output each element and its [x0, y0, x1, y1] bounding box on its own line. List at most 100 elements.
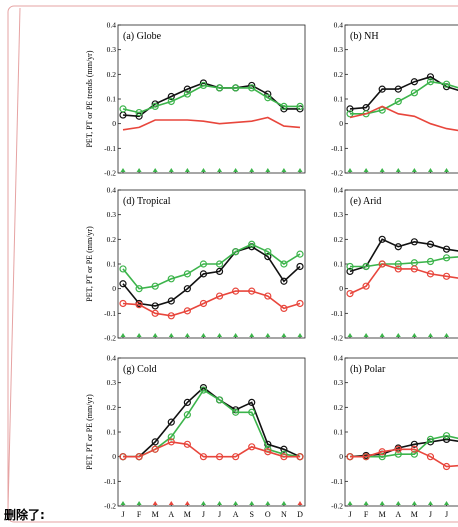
significance-marker: [427, 168, 433, 172]
series-point: [378, 453, 386, 461]
significance-marker: [363, 501, 369, 505]
series-point: [264, 448, 272, 456]
series-point: [378, 448, 386, 456]
significance-marker: [136, 168, 142, 172]
y-tick-label: 0.4: [334, 186, 344, 195]
series-line: [122, 82, 300, 118]
series-point: [167, 312, 175, 320]
series-point: [394, 445, 402, 453]
series-point: [167, 438, 175, 446]
series-point: [264, 292, 272, 300]
significance-marker: [184, 501, 190, 505]
series-point: [248, 287, 256, 295]
series-point: [410, 89, 418, 97]
significance-marker: [233, 168, 239, 172]
series-point: [410, 78, 418, 86]
y-tick-label: 0.1: [107, 428, 117, 437]
x-tick-label: F: [137, 510, 142, 519]
significance-marker: [168, 168, 174, 172]
y-axis-label: PET, PT or PE (mm/yr): [85, 394, 94, 470]
y-tick-label: 0.1: [334, 428, 344, 437]
y-tick-label: -0.2: [104, 169, 116, 178]
series-point: [394, 265, 402, 273]
series-point: [394, 243, 402, 251]
panel-title: (g) Cold: [123, 364, 157, 375]
series-point: [119, 453, 127, 461]
significance-marker: [217, 168, 223, 172]
series-point: [183, 307, 191, 315]
significance-marker: [427, 501, 433, 505]
series-point: [151, 438, 159, 446]
series-line: [123, 441, 300, 458]
significance-marker: [120, 333, 126, 337]
significance-marker: [347, 333, 353, 337]
y-tick-label: 0.2: [334, 70, 344, 79]
series-point: [442, 254, 451, 262]
series-point: [167, 433, 175, 441]
series-point: [232, 84, 240, 92]
x-tick-label: J: [429, 510, 432, 519]
series-point: [248, 240, 256, 248]
y-tick-label: -0.2: [331, 169, 343, 178]
y-tick-label: 0.3: [107, 45, 117, 54]
y-tick-label: 0.4: [334, 354, 344, 363]
y-tick-label: -0.1: [331, 477, 343, 486]
series-point: [119, 105, 127, 113]
series-point: [296, 250, 304, 258]
significance-marker: [347, 168, 353, 172]
series-point: [394, 85, 402, 93]
significance-marker: [297, 168, 303, 172]
significance-marker: [217, 501, 223, 505]
significance-marker: [249, 333, 255, 337]
series-point: [215, 453, 224, 461]
series-point: [378, 260, 386, 268]
x-tick-label: M: [184, 510, 191, 519]
series-point: [426, 435, 435, 443]
significance-marker: [281, 333, 287, 337]
series-point: [119, 265, 127, 273]
series-point: [426, 78, 435, 86]
significance-marker: [444, 501, 450, 505]
significance-marker: [444, 333, 450, 337]
series-point: [426, 257, 435, 266]
series-point: [248, 84, 256, 92]
series-point: [183, 285, 191, 293]
series-line: [122, 290, 301, 317]
series-point: [151, 282, 159, 290]
significance-marker: [265, 168, 271, 172]
x-tick-label: M: [379, 510, 386, 519]
series-point: [167, 297, 175, 305]
series-point: [296, 453, 304, 461]
y-tick-label: -0.1: [331, 144, 343, 153]
series-point: [151, 102, 159, 111]
series-point: [215, 292, 224, 300]
plot-frame: [117, 24, 306, 174]
series-point: [442, 432, 451, 440]
series-line: [349, 75, 458, 110]
series-point: [280, 102, 288, 111]
series-point: [410, 450, 418, 458]
series-point: [410, 440, 418, 448]
y-tick-label: 0: [112, 119, 116, 128]
x-tick-label: J: [218, 510, 221, 519]
significance-marker: [184, 333, 190, 337]
y-axis-label: PET, PT or PE trends (mm/yr): [85, 50, 94, 147]
series-point: [183, 440, 191, 448]
significance-marker: [363, 168, 369, 172]
x-tick-label: D: [297, 510, 303, 519]
significance-marker: [379, 501, 385, 505]
series-point: [296, 299, 304, 308]
y-tick-label: 0.1: [107, 95, 117, 104]
y-tick-label: 0.3: [107, 210, 117, 219]
series-point: [410, 238, 418, 246]
y-tick-label: -0.2: [331, 334, 343, 343]
series-point: [215, 260, 224, 268]
y-tick-label: 0.2: [107, 403, 117, 412]
y-tick-label: 0.4: [107, 354, 117, 363]
y-tick-label: 0: [339, 452, 343, 461]
x-tick-label: J: [121, 510, 124, 519]
y-tick-label: 0.3: [334, 378, 344, 387]
series-point: [199, 453, 208, 461]
series-point: [232, 287, 240, 295]
significance-marker: [411, 333, 417, 337]
